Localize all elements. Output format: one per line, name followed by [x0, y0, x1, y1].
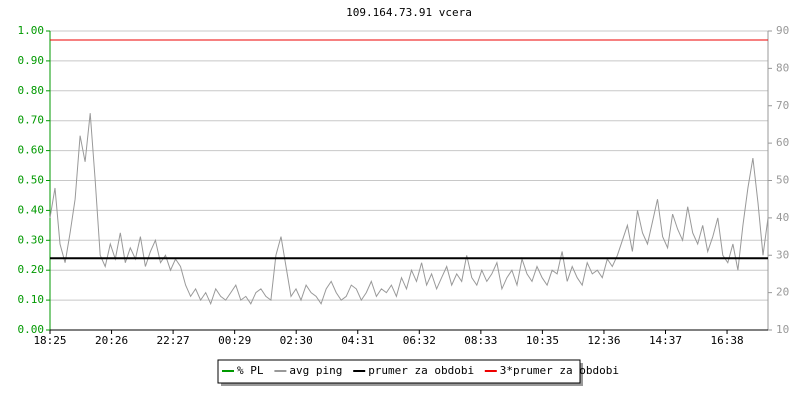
y-tick-label: 0.70 — [18, 114, 45, 127]
y-tick-label: 0.10 — [18, 293, 45, 306]
y2-tick-label: 40 — [776, 211, 789, 224]
legend-label: 3*prumer za obdobi — [500, 364, 619, 377]
x-tick-label: 10:35 — [526, 334, 559, 347]
y-tick-label: 0.90 — [18, 54, 45, 67]
y-tick-label: 0.60 — [18, 144, 45, 157]
y2-tick-label: 20 — [776, 286, 789, 299]
y-tick-label: 0.40 — [18, 203, 45, 216]
y2-tick-label: 10 — [776, 323, 789, 336]
x-tick-label: 06:32 — [403, 334, 436, 347]
x-tick-label: 12:36 — [587, 334, 620, 347]
x-tick-label: 08:33 — [464, 334, 497, 347]
x-tick-label: 20:26 — [95, 334, 128, 347]
y-tick-label: 0.80 — [18, 84, 45, 97]
x-tick-label: 02:30 — [280, 334, 313, 347]
y-tick-label: 0.20 — [18, 263, 45, 276]
y2-tick-label: 30 — [776, 248, 789, 261]
y-tick-label: 0.30 — [18, 233, 45, 246]
x-tick-label: 14:37 — [649, 334, 682, 347]
x-tick-label: 00:29 — [218, 334, 251, 347]
x-tick-label: 04:31 — [341, 334, 374, 347]
x-tick-label: 22:27 — [157, 334, 190, 347]
y-tick-label: 0.00 — [18, 323, 45, 336]
y2-tick-label: 90 — [776, 24, 789, 37]
y2-tick-label: 50 — [776, 174, 789, 187]
legend-label: prumer za obdobi — [368, 364, 474, 377]
y2-tick-label: 80 — [776, 61, 789, 74]
legend-label: avg ping — [289, 364, 342, 377]
y2-tick-label: 70 — [776, 99, 789, 112]
ping-line — [49, 113, 769, 306]
legend-label: % PL — [237, 364, 264, 377]
y-tick-label: 1.00 — [18, 24, 45, 37]
y-tick-label: 0.50 — [18, 174, 45, 187]
x-tick-label: 16:38 — [710, 334, 743, 347]
chart-title: 109.164.73.91 vcera — [346, 6, 472, 19]
x-tick-label: 18:25 — [33, 334, 66, 347]
legend — [217, 359, 581, 384]
y2-tick-label: 60 — [776, 136, 789, 149]
